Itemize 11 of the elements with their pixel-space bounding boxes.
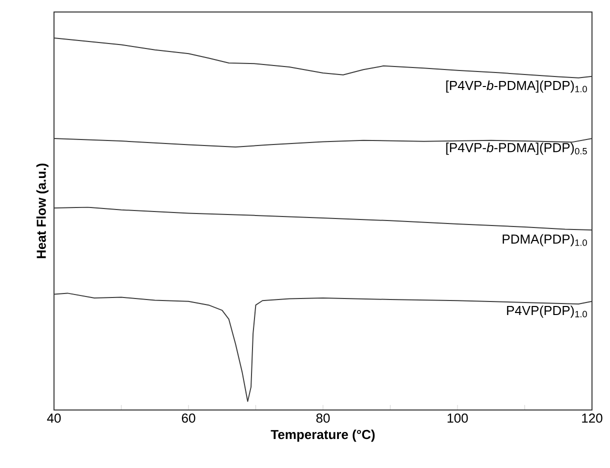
series-label: [P4VP-b-PDMA](PDP)$_{0.5}$	[446, 142, 587, 155]
series-label: [P4VP-b-PDMA](PDP)$_{1.0}$	[446, 80, 587, 93]
x-axis-title: Temperature (°C)	[270, 430, 375, 442]
y-axis-title: Heat Flow (a.u.)	[36, 164, 48, 258]
x-tick-label: 60	[182, 414, 196, 423]
x-tick-label: 40	[47, 414, 61, 423]
x-tick-label: 120	[582, 414, 602, 423]
series-label: P4VP(PDP)$_{1.0}$	[507, 306, 587, 318]
series-label: PDMA(PDP)$_{1.0}$	[502, 234, 587, 246]
x-tick-label: 80	[316, 414, 330, 423]
x-tick-label: 100	[448, 414, 468, 423]
